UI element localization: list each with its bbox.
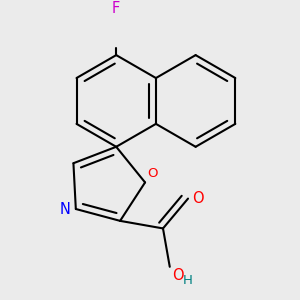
Text: O: O <box>192 191 203 206</box>
Text: O: O <box>148 167 158 180</box>
Text: O: O <box>172 268 184 283</box>
Text: F: F <box>112 1 120 16</box>
Text: N: N <box>60 202 71 217</box>
Text: H: H <box>183 274 193 287</box>
